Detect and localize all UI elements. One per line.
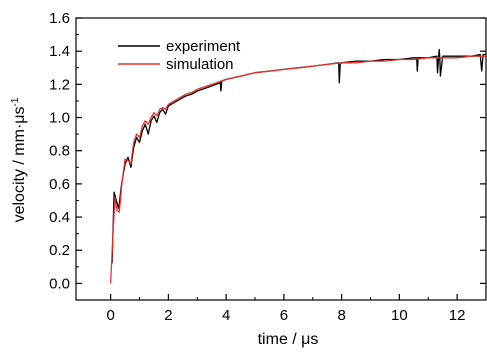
y-tick-label: 1.2 [49, 76, 70, 93]
y-axis-title-sup: -1 [10, 97, 21, 106]
legend: experiment simulation [118, 38, 241, 73]
series-line-simulation [109, 55, 486, 284]
series-layer [109, 48, 486, 284]
x-tick-label: 8 [337, 307, 345, 324]
y-tick-label: 0.0 [49, 275, 70, 292]
x-tick-label: 4 [222, 307, 230, 324]
y-tick-label: 1.0 [49, 110, 70, 127]
y-tick-label: 0.4 [49, 209, 70, 226]
x-tick-label: 12 [449, 307, 466, 324]
series-line-experiment [111, 48, 486, 264]
x-tick-label: 6 [280, 307, 288, 324]
y-tick-label: 0.6 [49, 176, 70, 193]
y-tick-label: 1.6 [49, 10, 70, 27]
x-tick-label: 2 [164, 307, 172, 324]
y-tick-label: 1.4 [49, 43, 70, 60]
legend-label-experiment: experiment [166, 38, 241, 55]
x-tick-label: 0 [106, 307, 114, 324]
axes: 0 2 4 6 8 10 12 0.0 0.2 0.4 0.6 0.8 1.0 1.2 1.4 1.6 [49, 10, 487, 324]
y-tick-label: 0.8 [49, 143, 70, 160]
y-axis-title: velocity / mm·μs-1 [10, 97, 28, 222]
plot-frame [75, 17, 487, 301]
x-axis-title: time / μs [258, 331, 319, 348]
x-tick-label: 10 [391, 307, 408, 324]
legend-label-simulation: simulation [166, 56, 234, 73]
y-axis-title-main: velocity / mm·μs [11, 107, 28, 223]
y-tick-label: 0.2 [49, 242, 70, 259]
